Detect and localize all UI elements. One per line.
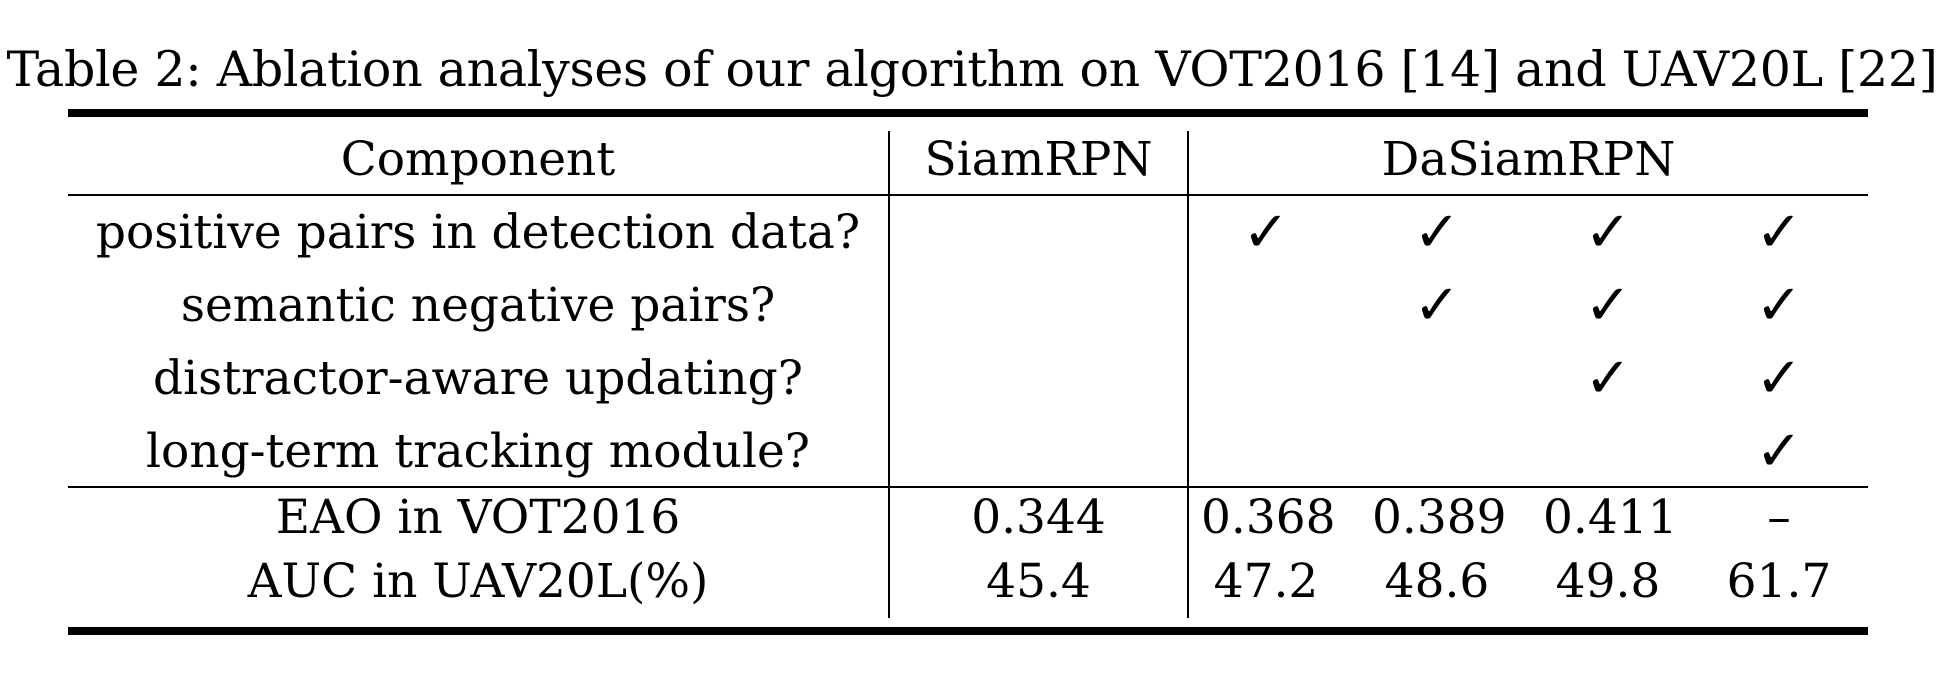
metric-dasiamrpn-value: 0.389	[1372, 490, 1507, 545]
metric-dasiamrpn-value: 0.411	[1543, 490, 1678, 545]
header-siamrpn: SiamRPN	[924, 132, 1153, 187]
component-label: long-term tracking module?	[145, 424, 810, 479]
table-caption: Table 2: Ablation analyses of our algori…	[6, 41, 1938, 98]
column-divider	[1187, 131, 1189, 618]
check-icon: ✓	[1584, 273, 1632, 338]
check-icon: ✓	[1755, 346, 1803, 411]
component-label: positive pairs in detection data?	[95, 205, 861, 260]
metric-dasiamrpn-value: 47.2	[1213, 554, 1319, 609]
check-icon: ✓	[1413, 273, 1461, 338]
metric-dasiamrpn-value: –	[1767, 490, 1791, 545]
metric-siamrpn-value: 0.344	[971, 490, 1106, 545]
check-icon: ✓	[1242, 200, 1290, 265]
metric-dasiamrpn-value: 61.7	[1726, 554, 1832, 609]
component-label: semantic negative pairs?	[180, 278, 776, 333]
check-icon: ✓	[1755, 200, 1803, 265]
component-label: distractor-aware updating?	[153, 351, 803, 406]
header-component: Component	[340, 132, 616, 187]
metric-dasiamrpn-value: 49.8	[1555, 554, 1661, 609]
metric-label: AUC in UAV20L(%)	[247, 554, 709, 609]
check-icon: ✓	[1584, 200, 1632, 265]
metric-dasiamrpn-value: 48.6	[1384, 554, 1490, 609]
header-rule	[68, 194, 1868, 196]
column-divider	[888, 131, 890, 618]
header-dasiamrpn: DaSiamRPN	[1381, 132, 1676, 187]
metrics-rule	[68, 486, 1868, 488]
metric-siamrpn-value: 45.4	[986, 554, 1091, 609]
metric-dasiamrpn-value: 0.368	[1201, 490, 1336, 545]
bottom-rule	[68, 627, 1868, 635]
metric-label: EAO in VOT2016	[275, 490, 681, 545]
check-icon: ✓	[1755, 273, 1803, 338]
top-rule	[68, 109, 1868, 117]
check-icon: ✓	[1413, 200, 1461, 265]
check-icon: ✓	[1584, 346, 1632, 411]
check-icon: ✓	[1755, 419, 1803, 484]
